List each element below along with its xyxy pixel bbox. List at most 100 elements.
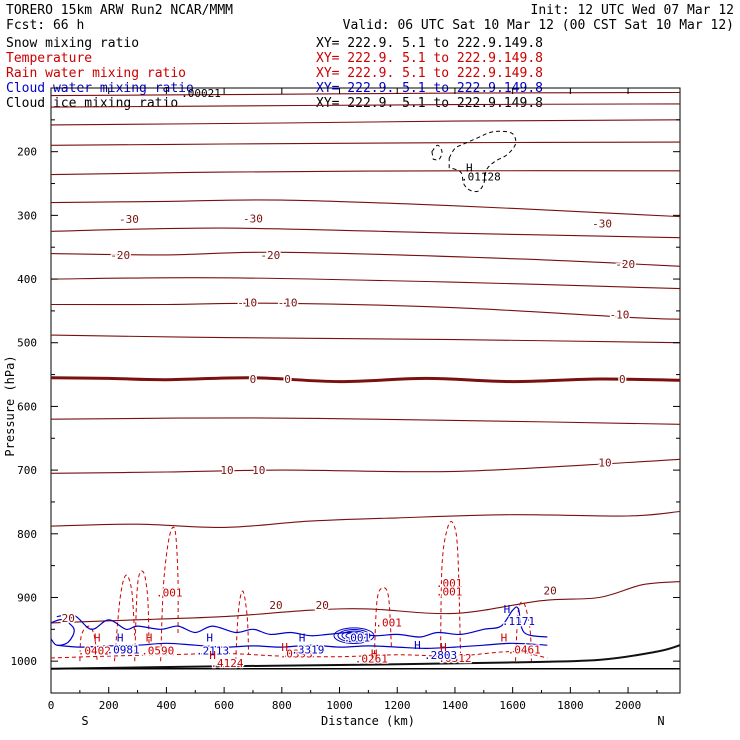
max-marker-8: H [371,648,378,661]
rain-plume-5 [440,521,462,662]
cloud-water-core-2 [337,628,371,643]
rain-label-3: .001 [375,616,402,629]
max-marker-11: H [501,632,508,645]
max-marker-6: H [299,632,306,645]
isotherm-label-1: -30 [243,213,263,226]
rain-label-2: .001 [436,586,463,599]
isotherm-label-6: -10 [237,297,257,310]
isotherm-m10 [50,302,681,320]
isotherm-m25 [50,227,681,239]
isotherm-label-15: 20 [269,599,282,612]
isotherm-label-2: -30 [592,218,612,231]
rain-label-9: .0312 [438,652,471,665]
isotherm-5 [50,417,681,425]
isotherm-label-3: -20 [110,249,130,262]
rain-label-7: .0393 [280,648,313,661]
rain-label-0: .001 [156,586,183,599]
x-tick-label-400: 400 [156,699,176,712]
isotherm-label-13: 10 [252,464,265,477]
isotherm-label-5: -20 [615,258,635,271]
snow-top-label: .00021 [181,87,221,100]
valid-time: Valid: 06 UTC Sat 10 Mar 12 (00 CST Sat … [343,18,734,33]
isotherm-label-10: 0 [284,373,291,386]
cloud-water-label-1: .2113 [196,644,229,657]
init-time: Init: 12 UTC Wed 07 Mar 12 [531,3,735,18]
rain-plume-3 [235,590,250,662]
y-axis-title: Pressure (hPa) [3,355,17,456]
max-marker-3: H [146,632,153,645]
isotherm-m15 [50,277,681,290]
max-marker-9: H [414,639,421,652]
rain-plume-4 [373,587,392,662]
isotherm-m45 [50,119,681,126]
x-tick-label-600: 600 [214,699,234,712]
cloud-water-label-3: .001 [344,632,371,645]
isotherm-label-14: 10 [598,456,611,469]
isotherm-m5 [50,334,681,344]
rain-plume-7 [79,625,98,662]
isotherm-label-16: 20 [316,599,329,612]
cloud-water-bottom [56,642,548,650]
legend-cloud-ice: Cloud ice mixing ratio [6,96,178,111]
isotherm-label-0: -30 [119,213,139,226]
isotherm-m35 [50,170,681,176]
x-tick-label-1600: 1600 [499,699,526,712]
max-marker-7: H [281,641,288,654]
legend-rain-xy: XY= 222.9. 5.1 to 222.9.149.8 [316,66,543,81]
y-tick-label-1000: 1000 [11,655,38,668]
model-title: TORERO 15km ARW Run2 NCAR/MMM [6,3,233,18]
forecast-hour: Fcst: 66 h [6,18,84,33]
max-marker-5: H [209,649,216,662]
max-marker-4: H [206,632,213,645]
isotherm-10 [50,458,681,474]
y-tick-label-900: 900 [17,591,37,604]
x-tick-label-1000: 1000 [326,699,353,712]
isotherm-0 [50,376,681,384]
cloud-water-label-0: .0981 [107,644,140,657]
isotherm-m20 [50,251,681,267]
isotherm-m50 [50,103,681,108]
rain-label-8: .0261 [355,653,388,666]
x-tick-label-800: 800 [272,699,292,712]
cloud-water-core-1 [341,630,367,641]
cloud-water-label-4: .2803 [424,649,457,662]
isotherm-m30 [50,199,681,218]
north-label: N [657,714,664,728]
legend-rain: Rain water mixing ratio [6,66,186,81]
rain-plume-1 [114,574,136,662]
cloud-water-label-2: .3319 [291,644,324,657]
isotherm-m55 [50,91,681,97]
snow-contour [448,130,517,193]
x-tick-label-1800: 1800 [557,699,584,712]
max-marker-0: H [466,162,473,175]
legend-temperature-xy: XY= 222.9. 5.1 to 222.9.149.8 [316,51,543,66]
x-tick-label-1400: 1400 [442,699,469,712]
isotherm-label-7: -10 [278,297,298,310]
y-tick-label-800: 800 [17,528,37,541]
cloud-water-left-cell [50,618,75,646]
legend-snow-xy: XY= 222.9. 5.1 to 222.9.149.8 [316,36,543,51]
isotherm-label-17: 20 [544,584,557,597]
rain-label-4: .0402 [78,644,111,657]
max-marker-12: H [504,603,511,616]
isotherm-label-18: 20 [62,612,75,625]
isotherm-label-8: -10 [609,309,629,322]
legend-temperature: Temperature [6,51,92,66]
cloud-water-label-5: .1171 [502,615,535,628]
isotherm-m40 [50,141,681,146]
rain-plume-2 [134,570,150,662]
x-tick-label-0: 0 [48,699,55,712]
x-tick-label-1200: 1200 [384,699,411,712]
max-marker-1: H [94,632,101,645]
rain-label-1: .001 [436,577,463,590]
max-marker-2: H [117,632,124,645]
rain-label-10: .0461 [508,644,541,657]
rain-label-5: .0590 [141,644,174,657]
isotherm-25 [50,644,681,670]
isotherm-label-12: 10 [220,464,233,477]
rain-plume-6 [515,601,532,662]
x-axis-title: Distance (km) [321,714,415,728]
legend-cloud-ice-xy: XY= 222.9. 5.1 to 222.9.149.8 [316,96,543,111]
x-tick-label-2000: 2000 [615,699,642,712]
